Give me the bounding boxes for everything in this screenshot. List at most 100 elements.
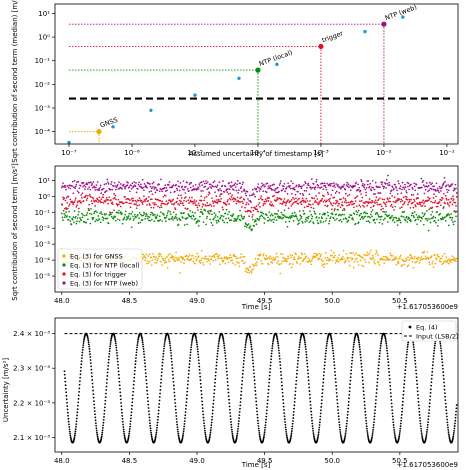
panel-2-point: [399, 221, 402, 224]
panel-3-point: [213, 385, 216, 388]
panel-2-point: [108, 196, 111, 198]
panel-2-point: [138, 217, 140, 219]
panel-2-point: [366, 251, 369, 254]
panel-3-point: [104, 403, 107, 405]
panel-2-point: [142, 186, 145, 189]
panel-2-point: [217, 219, 219, 222]
panel-3-point: [264, 426, 267, 429]
panel-2-point: [399, 187, 401, 190]
panel-2-point: [325, 259, 328, 262]
panel-2-point: [222, 215, 225, 218]
panel-2-point: [427, 218, 429, 220]
panel-2-point: [85, 199, 88, 201]
panel-2-point: [135, 200, 138, 203]
panel-3-point: [66, 411, 69, 414]
panel-2-point: [231, 188, 234, 190]
panel-2-point: [144, 218, 146, 220]
panel-3-ylabel: Uncertainty [m/s²]: [2, 358, 10, 422]
panel-3-point: [91, 379, 94, 381]
panel-2-point: [385, 205, 387, 208]
panel-2-point: [121, 187, 123, 190]
panel-2-point: [290, 193, 293, 195]
panel-2-point: [146, 204, 148, 206]
panel-2-point: [352, 206, 355, 209]
panel-2-point: [303, 258, 305, 260]
panel-3-point: [282, 398, 285, 401]
panel-2-point: [129, 190, 131, 193]
panel-3-point: [148, 419, 151, 422]
panel-3-point: [239, 404, 242, 407]
panel-3-point: [281, 395, 284, 398]
panel-2-point: [124, 201, 127, 204]
panel-2-point: [369, 216, 372, 219]
panel-2-point: [318, 217, 320, 219]
panel-2-point: [219, 263, 221, 266]
panel-3-point: [441, 364, 444, 367]
panel-2-point: [128, 186, 131, 188]
panel-2-point: [384, 183, 387, 185]
panel-3-point: [105, 389, 108, 391]
panel-3-point: [197, 353, 200, 356]
panel-2-point: [444, 202, 446, 205]
panel-2-point: [196, 252, 199, 255]
panel-2-point: [409, 257, 412, 260]
panel-3-point: [412, 346, 415, 348]
panel-2-point: [354, 197, 356, 200]
panel-2-point: [87, 218, 89, 221]
panel-2-point: [169, 199, 171, 202]
panel-2-point: [220, 198, 223, 200]
panel-2-point: [405, 191, 408, 194]
panel-3-point: [257, 427, 260, 430]
panel-2-point: [113, 192, 115, 195]
panel-2-point: [312, 203, 314, 206]
panel-3-point: [429, 398, 431, 401]
panel-2-point: [157, 257, 159, 260]
panel-3-point: [201, 407, 204, 409]
panel-2-point: [217, 256, 220, 258]
panel-2-point: [208, 204, 210, 207]
panel-2-point: [349, 201, 352, 204]
panel-2-point: [90, 200, 93, 202]
panel-2-point: [92, 181, 95, 183]
panel-3-point: [334, 381, 337, 384]
panel-2-point: [428, 208, 431, 211]
panel-2-point: [410, 198, 412, 201]
panel-3-point: [304, 341, 306, 344]
panel-2-point: [106, 178, 109, 181]
panel-3-point: [431, 364, 434, 367]
panel-3-point: [104, 399, 107, 402]
panel-2-point: [208, 259, 210, 262]
panel-2-point: [320, 221, 322, 224]
panel-2-point: [119, 201, 122, 204]
panel-2-point: [212, 259, 215, 262]
panel-3-point: [244, 348, 246, 351]
panel-2-point: [69, 198, 72, 201]
panel-2-point: [94, 186, 97, 189]
panel-3-point: [119, 395, 122, 397]
panel-2-point: [449, 216, 452, 219]
panel-2-point: [339, 218, 342, 221]
panel-3-point: [145, 375, 147, 378]
panel-2-point: [376, 212, 379, 215]
panel-2-point: [169, 213, 172, 215]
panel-2-point: [228, 203, 230, 205]
panel-3-point: [415, 372, 418, 375]
panel-2-point: [254, 258, 257, 260]
panel-3-point: [426, 431, 428, 433]
panel-2-point: [347, 219, 350, 222]
panel-2-point: [290, 205, 292, 207]
panel-2-point: [175, 257, 178, 259]
panel-2-point: [183, 262, 185, 264]
panel-2-point: [194, 188, 196, 190]
panel-2-point: [153, 220, 156, 223]
panel-2-point: [185, 254, 188, 257]
panel-2-point: [290, 266, 293, 269]
panel-3-point: [87, 339, 90, 342]
panel-2-point: [384, 203, 387, 206]
panel-2-point: [379, 197, 381, 199]
panel-3-point: [310, 416, 313, 419]
panel-3-point: [385, 347, 388, 350]
panel-3-point: [413, 351, 416, 353]
panel-3-point: [400, 413, 403, 416]
panel-2-point: [399, 256, 401, 258]
